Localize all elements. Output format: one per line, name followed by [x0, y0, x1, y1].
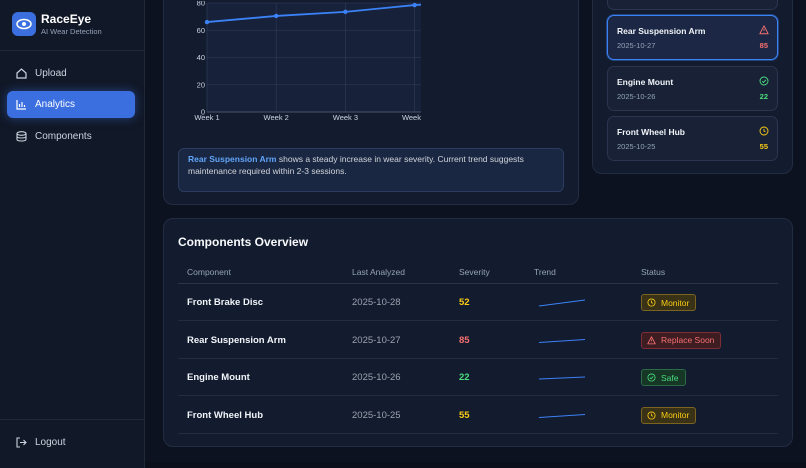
item-name: Engine Mount [617, 76, 674, 87]
status-badge: Replace Soon [641, 331, 722, 349]
y-tick-label: 0 [201, 108, 205, 117]
insight-text: shows a steady increase in wear severity… [188, 154, 524, 176]
item-date: 2025-10-26 [617, 91, 656, 101]
status-icon [647, 298, 656, 307]
x-tick-label: Week 4 [402, 113, 421, 122]
brand: RaceEye [41, 12, 92, 26]
insight-highlight: Rear Suspension Arm [188, 154, 277, 164]
column-header: Trend [534, 267, 556, 277]
status-label: Monitor [661, 410, 690, 420]
column-header: Component [187, 267, 231, 277]
trend-sparkline [538, 338, 586, 343]
x-tick-label: Week 2 [264, 113, 289, 122]
cell-component: Front Brake Disc [187, 297, 264, 308]
status-icon [759, 25, 769, 35]
y-tick-label: 40 [197, 53, 205, 62]
cell-severity: 55 [459, 409, 470, 421]
bottom-strip [145, 462, 806, 468]
status-label: Replace Soon [661, 335, 715, 345]
y-tick-label: 60 [197, 26, 205, 35]
column-header: Status [641, 267, 666, 277]
point [412, 2, 417, 8]
nav-label: Analytics [35, 99, 76, 110]
item-score: 85 [759, 41, 768, 50]
recent-item[interactable]: Engine Mount 2025-10-26 22 [607, 65, 778, 111]
y-tick-label: 20 [197, 80, 205, 89]
item-date: 2025-10-27 [617, 41, 656, 50]
trend-sparkline [538, 299, 586, 307]
point [204, 19, 210, 25]
recent-card: Rear Suspension Arm 2025-10-27 85 Engine Mo… [592, 0, 793, 174]
cell-date: 2025-10-25 [352, 409, 401, 421]
point [343, 9, 348, 15]
overview-title: Components Overview [178, 235, 309, 249]
y-tick-label: 80 [197, 1, 205, 8]
status-icon [647, 335, 656, 344]
status-icon [759, 76, 769, 85]
header-rule [178, 283, 778, 284]
cell-severity: 22 [459, 372, 470, 383]
recent-item[interactable]: Front Wheel Hub 2025-10-25 55 [607, 116, 778, 161]
cell-date: 2025-10-27 [352, 334, 401, 346]
cell-component: Front Wheel Hub [187, 409, 263, 421]
item-score: 55 [759, 142, 768, 151]
item-score: 22 [759, 91, 768, 101]
divider [0, 419, 144, 420]
status-badge: Safe [641, 369, 686, 386]
status-label: Safe [661, 372, 679, 383]
row-rule [178, 395, 778, 396]
nav-label: Components [35, 131, 92, 142]
nav-upload[interactable]: Upload [7, 60, 135, 87]
trend-sparkline [538, 413, 586, 418]
recent-item-partial [607, 0, 778, 10]
item-date: 2025-10-25 [617, 142, 656, 151]
x-tick-label: Week 3 [333, 113, 358, 122]
status-icon [759, 126, 769, 136]
trend-sparkline [538, 376, 586, 380]
nav-label: Logout [35, 437, 66, 448]
item-name: Rear Suspension Arm [617, 26, 706, 36]
status-label: Monitor [661, 297, 690, 308]
nav-label: Upload [35, 68, 67, 79]
row-rule [178, 432, 778, 434]
overview-card: Components Overview Component Last Analyz… [163, 218, 793, 447]
point [274, 13, 279, 19]
status-badge: Monitor [641, 294, 697, 311]
cell-date: 2025-10-26 [352, 372, 401, 383]
cell-component: Rear Suspension Arm [187, 334, 286, 346]
column-header: Severity [459, 267, 490, 277]
tagline: AI Wear Detection [41, 27, 102, 36]
nav-analytics[interactable]: Analytics [7, 91, 135, 118]
nav-components[interactable]: Components [7, 123, 135, 150]
insight-box: Rear Suspension Arm shows a steady incre… [178, 148, 564, 192]
cell-date: 2025-10-28 [352, 297, 401, 308]
recent-item[interactable]: Rear Suspension Arm 2025-10-27 85 [607, 15, 778, 60]
cell-severity: 52 [459, 297, 470, 308]
cell-severity: 85 [459, 334, 470, 346]
status-icon [647, 410, 656, 420]
sidebar: RaceEye AI Wear Detection Upload Analyti… [0, 0, 145, 468]
row-rule [178, 357, 778, 359]
cell-component: Engine Mount [187, 372, 250, 383]
item-name: Front Wheel Hub [617, 127, 685, 137]
status-badge: Monitor [641, 406, 697, 424]
divider [0, 50, 144, 51]
status-icon [647, 373, 656, 382]
logo [12, 12, 36, 36]
row-rule [178, 320, 778, 321]
column-header: Last Analyzed [352, 267, 405, 277]
x-tick-label: Week 1 [194, 113, 219, 122]
nav-logout[interactable]: Logout [7, 429, 135, 456]
